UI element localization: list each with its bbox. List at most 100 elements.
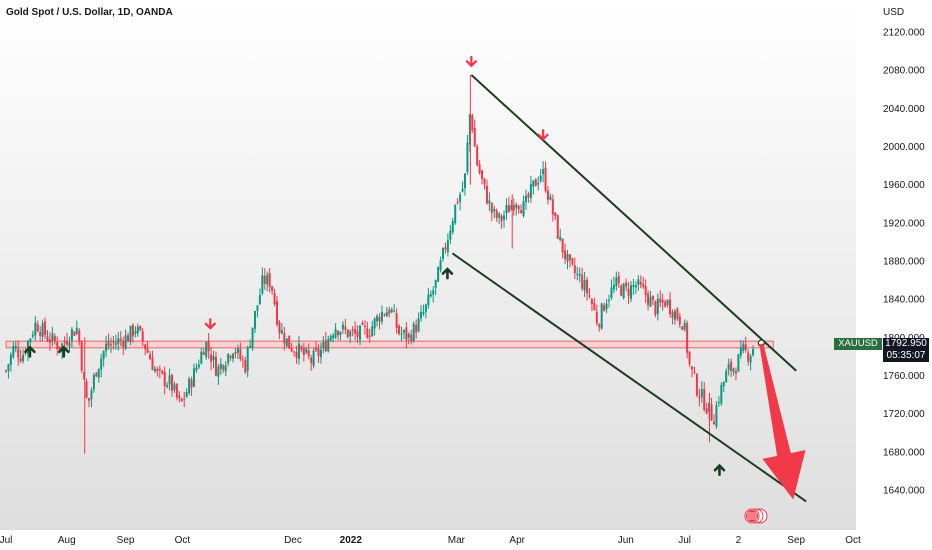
candle-body [495, 210, 498, 219]
candle-body [549, 196, 552, 200]
x-tick-label: Jun [618, 535, 634, 546]
candle-body [629, 285, 632, 299]
candle-body [498, 213, 501, 218]
x-axis-background [0, 530, 932, 550]
candle-body [232, 353, 235, 359]
candle-body [664, 301, 667, 307]
candle-body [302, 347, 305, 356]
candle-body [310, 357, 313, 363]
candle-body [88, 398, 91, 401]
candle-body [661, 300, 664, 303]
candle-body [393, 311, 396, 313]
candle-body [478, 164, 481, 174]
candle-body [36, 324, 39, 332]
y-tick-label: 2080.000 [883, 66, 925, 77]
candle-body [358, 325, 361, 340]
candle-body [83, 372, 86, 380]
candle-body [439, 260, 442, 270]
candle-body [239, 349, 242, 359]
candle-body [368, 335, 371, 337]
candle-body [688, 351, 691, 365]
candle-body [124, 335, 127, 349]
candle-body [158, 368, 161, 371]
candle-body [78, 330, 81, 342]
arrow-down-icon [204, 318, 216, 330]
candle-body [380, 311, 383, 322]
candle-body [246, 347, 249, 372]
candle-body [612, 285, 615, 290]
candle-body [234, 351, 237, 354]
last-price: 1792.950 [885, 338, 927, 350]
candle-body [476, 146, 479, 166]
candle-body [183, 398, 186, 400]
candle-body [146, 348, 149, 353]
markers [24, 55, 726, 476]
candle-body [341, 324, 344, 330]
candle-body [405, 327, 408, 341]
candle-body [424, 304, 427, 312]
candle-body [427, 294, 430, 306]
candle-body [461, 189, 464, 192]
candle-body [561, 238, 564, 253]
candle-body [676, 308, 679, 319]
candle-body [66, 340, 69, 345]
support-resistance-zone [5, 340, 774, 349]
candle-body [283, 333, 286, 344]
candle-body [485, 185, 488, 204]
arrow-down-icon [537, 129, 549, 141]
candle-body [85, 381, 88, 398]
candle-body [451, 221, 454, 233]
candle-body [671, 312, 674, 318]
candle-body [505, 205, 508, 214]
candle-body [459, 194, 462, 202]
candle-body [732, 368, 735, 372]
currency-label: USD [883, 7, 904, 18]
candle-body [222, 365, 225, 371]
candle-body [58, 346, 61, 351]
candle-body [422, 311, 425, 314]
candle-body [127, 335, 130, 342]
candle-body [493, 208, 496, 212]
candle-body [695, 374, 698, 396]
candle-body [571, 258, 574, 264]
trendline-upper [470, 74, 797, 372]
candle-body [434, 279, 437, 288]
last-price-tag: 1792.950 05:35:07 [883, 338, 929, 363]
candle-body [163, 371, 166, 387]
candle-body [666, 300, 669, 305]
candle-body [615, 277, 618, 287]
candle-body [725, 370, 728, 383]
candle-body [268, 273, 271, 288]
arrow-up-icon [713, 463, 726, 476]
candle-body [651, 295, 654, 300]
candle-body [332, 335, 335, 339]
candle-body [710, 404, 713, 421]
candle-body [471, 115, 474, 131]
candle-body [747, 352, 750, 362]
candle-body [119, 338, 122, 341]
candle-body [339, 331, 342, 335]
candle-body [195, 367, 198, 371]
candle-body [390, 309, 393, 312]
candles [5, 74, 755, 454]
candle-body [107, 341, 110, 347]
candle-body [122, 340, 125, 347]
trendlines[interactable] [451, 74, 807, 503]
candle-body [46, 336, 49, 341]
y-tick-label: 1840.000 [883, 295, 925, 306]
y-tick-label: 1920.000 [883, 218, 925, 229]
candle-body [378, 316, 381, 322]
candle-body [334, 329, 337, 338]
candle-body [532, 180, 535, 187]
candle-body [417, 318, 420, 332]
candle-body [407, 333, 410, 338]
y-axis[interactable]: USD 2120.000 2080.000 2040.000 2000.000 1960.… [856, 0, 932, 550]
candle-body [559, 236, 562, 241]
candle-body [149, 354, 152, 360]
arrow-up-icon [57, 345, 70, 358]
chart-title: Gold Spot / U.S. Dollar, 1D, OANDA [6, 7, 173, 18]
candle-body [280, 330, 283, 334]
x-axis[interactable]: Jul Aug Sep Oct Dec 2022 Mar Apr Jun Jul 2 Sep Oct [0, 530, 932, 550]
candle-body [551, 199, 554, 215]
